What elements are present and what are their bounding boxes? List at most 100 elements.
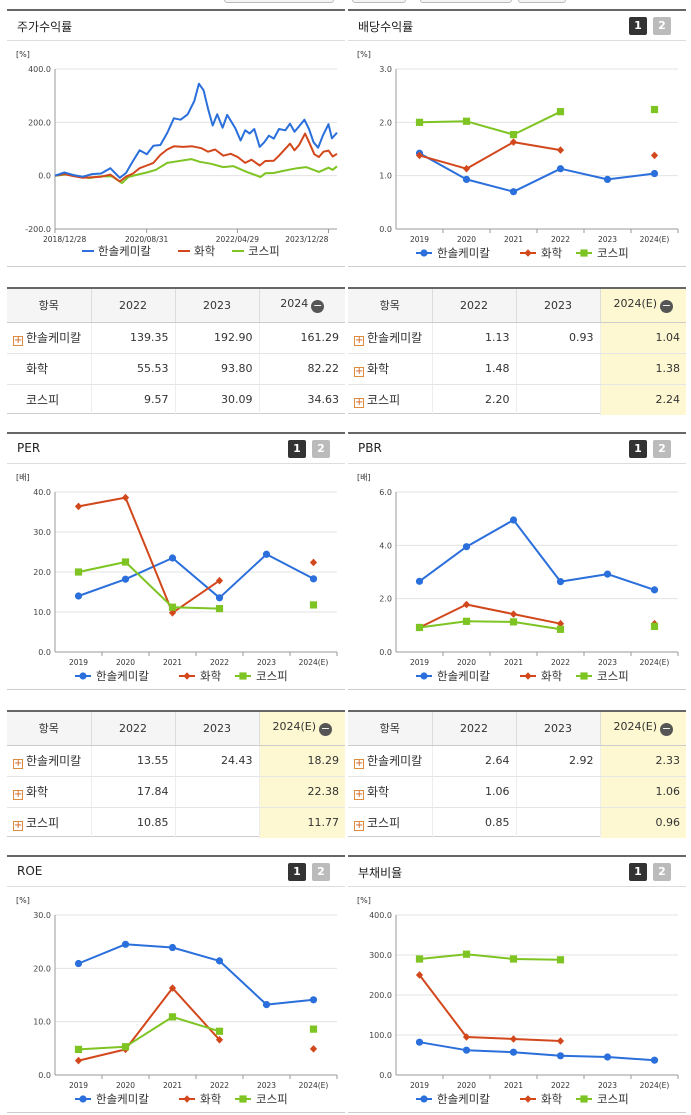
y-tick-label: 6.0 [379, 488, 392, 497]
y-tick-label: 2.0 [379, 595, 392, 604]
data-point-marker [74, 568, 83, 576]
table-row: + 한솔케미칼 139.35 192.90 161.29 [7, 322, 345, 354]
expand-plus-icon[interactable]: + [13, 789, 23, 800]
dividend-yield-panel: 배당수익률 1 2 [%] 3.0 2.0 1.0 0.0 2019 2020 2021 202… [348, 9, 686, 267]
data-point-marker [215, 1027, 224, 1035]
table-row: + 코스피 10.85 11.77 [7, 807, 345, 838]
page-2-button[interactable]: 2 [653, 17, 671, 35]
page-2-button[interactable]: 2 [653, 440, 671, 458]
page-1-button[interactable]: 1 [629, 17, 647, 35]
legend-label: 코스피 [256, 1092, 288, 1106]
expand-plus-icon[interactable]: + [354, 758, 364, 769]
column-header-2024e: 2024(E) − [600, 712, 686, 746]
series-line [420, 605, 655, 628]
x-tick-label: 2019 [410, 658, 429, 667]
collapse-minus-icon[interactable]: − [311, 299, 325, 314]
toolbar-button-stub[interactable] [420, 0, 512, 3]
y-tick-label: 1.0 [379, 172, 392, 181]
row-name: 화학 [26, 785, 49, 799]
page-1-button[interactable]: 1 [629, 863, 647, 881]
data-point-marker [74, 1056, 83, 1065]
value-cell [516, 807, 601, 838]
row-name-cell: + 화학 [348, 353, 433, 385]
series-line [79, 498, 314, 613]
row-name-cell: + 화학 [348, 776, 433, 808]
data-point-marker [509, 610, 518, 618]
expand-plus-icon[interactable]: + [354, 335, 364, 346]
data-point-marker [79, 1095, 87, 1103]
toolbar-button-stub[interactable] [352, 0, 406, 3]
y-tick-label: 20.0 [33, 964, 51, 973]
page-1-button[interactable]: 1 [288, 863, 306, 881]
y-tick-label: 0.0 [379, 648, 392, 657]
table-header-row: 항목 2022 2023 2024(E) − [348, 712, 686, 746]
x-tick-label: 2024(E) [640, 1081, 670, 1090]
table-row: + 한솔케미칼 2.64 2.92 2.33 [348, 745, 686, 777]
debt-ratio-panel: 부채비율 1 2 [%] 400.0 300.0 200.0 100.0 0.0 2019 2… [348, 855, 686, 1113]
data-point-marker [462, 117, 471, 125]
page-1-button[interactable]: 1 [288, 440, 306, 458]
data-point-marker [462, 175, 471, 183]
page-1-button[interactable]: 1 [629, 440, 647, 458]
expand-plus-icon[interactable]: + [354, 789, 364, 800]
expand-plus-icon[interactable]: + [354, 397, 364, 409]
expand-plus-icon[interactable]: + [13, 758, 23, 769]
data-point-marker [121, 493, 130, 502]
data-point-marker [215, 594, 224, 602]
column-header-label: 2024(E) [613, 297, 658, 311]
collapse-minus-icon[interactable]: − [660, 722, 674, 737]
data-point-marker [121, 575, 130, 583]
data-point-marker [650, 622, 659, 630]
expand-plus-icon[interactable]: + [13, 335, 23, 346]
value-cell: 2.24 [600, 384, 686, 415]
value-cell: 17.84 [91, 776, 176, 808]
data-point-marker [262, 1001, 271, 1009]
table-row: + 화학 1.48 1.38 [348, 353, 686, 385]
data-point-marker [215, 957, 224, 965]
y-tick-label: 10.0 [33, 608, 51, 617]
row-name: 코스피 [367, 816, 401, 831]
series-line [420, 621, 655, 629]
row-name: 코스피 [26, 816, 60, 831]
data-point-marker [462, 950, 471, 958]
data-point-marker [556, 625, 565, 633]
x-tick-label: 2023/12/28 [285, 235, 328, 244]
legend-label: 한솔케미칼 [96, 669, 149, 683]
data-point-marker [509, 516, 518, 524]
value-cell: 18.29 [259, 745, 345, 777]
expand-plus-icon[interactable]: + [354, 820, 364, 832]
data-point-marker [509, 131, 518, 139]
data-point-marker [239, 672, 247, 680]
data-point-marker [556, 108, 565, 116]
expand-plus-icon[interactable]: + [354, 366, 364, 377]
value-cell: 1.13 [432, 322, 517, 354]
page-2-button[interactable]: 2 [312, 440, 330, 458]
column-header: 2023 [516, 289, 601, 323]
legend-label: 한솔케미칼 [96, 1092, 149, 1106]
expand-plus-icon[interactable]: + [13, 820, 23, 832]
value-cell: 2.33 [600, 745, 686, 777]
page-2-button[interactable]: 2 [312, 863, 330, 881]
value-cell: 24.43 [175, 745, 260, 777]
collapse-minus-icon[interactable]: − [319, 722, 333, 737]
toolbar-button-stub[interactable] [224, 0, 334, 3]
value-cell: 11.77 [259, 807, 345, 838]
value-cell: 10.85 [91, 807, 176, 838]
collapse-minus-icon[interactable]: − [660, 299, 674, 314]
stock-return-panel: 주가수익률 [%] 400.0 200.0 0.0 -200.0 2018/12/28 20… [7, 9, 345, 267]
toolbar-button-stub[interactable] [518, 0, 566, 3]
page-2-button[interactable]: 2 [653, 863, 671, 881]
table-row: 코스피 9.57 30.09 34.63 [7, 384, 345, 415]
x-tick-label: 2024(E) [640, 235, 670, 244]
data-point-marker [121, 940, 130, 948]
x-tick-label: 2024(E) [299, 1081, 329, 1090]
x-tick-label: 2020 [116, 658, 135, 667]
series-line [78, 553, 314, 599]
data-point-marker [556, 1037, 565, 1045]
x-tick-label: 2022 [551, 1081, 570, 1090]
value-cell: 2.64 [432, 745, 517, 777]
y-tick-label: -200.0 [25, 225, 51, 234]
column-header: 2023 [516, 712, 601, 746]
data-point-marker [524, 249, 532, 257]
